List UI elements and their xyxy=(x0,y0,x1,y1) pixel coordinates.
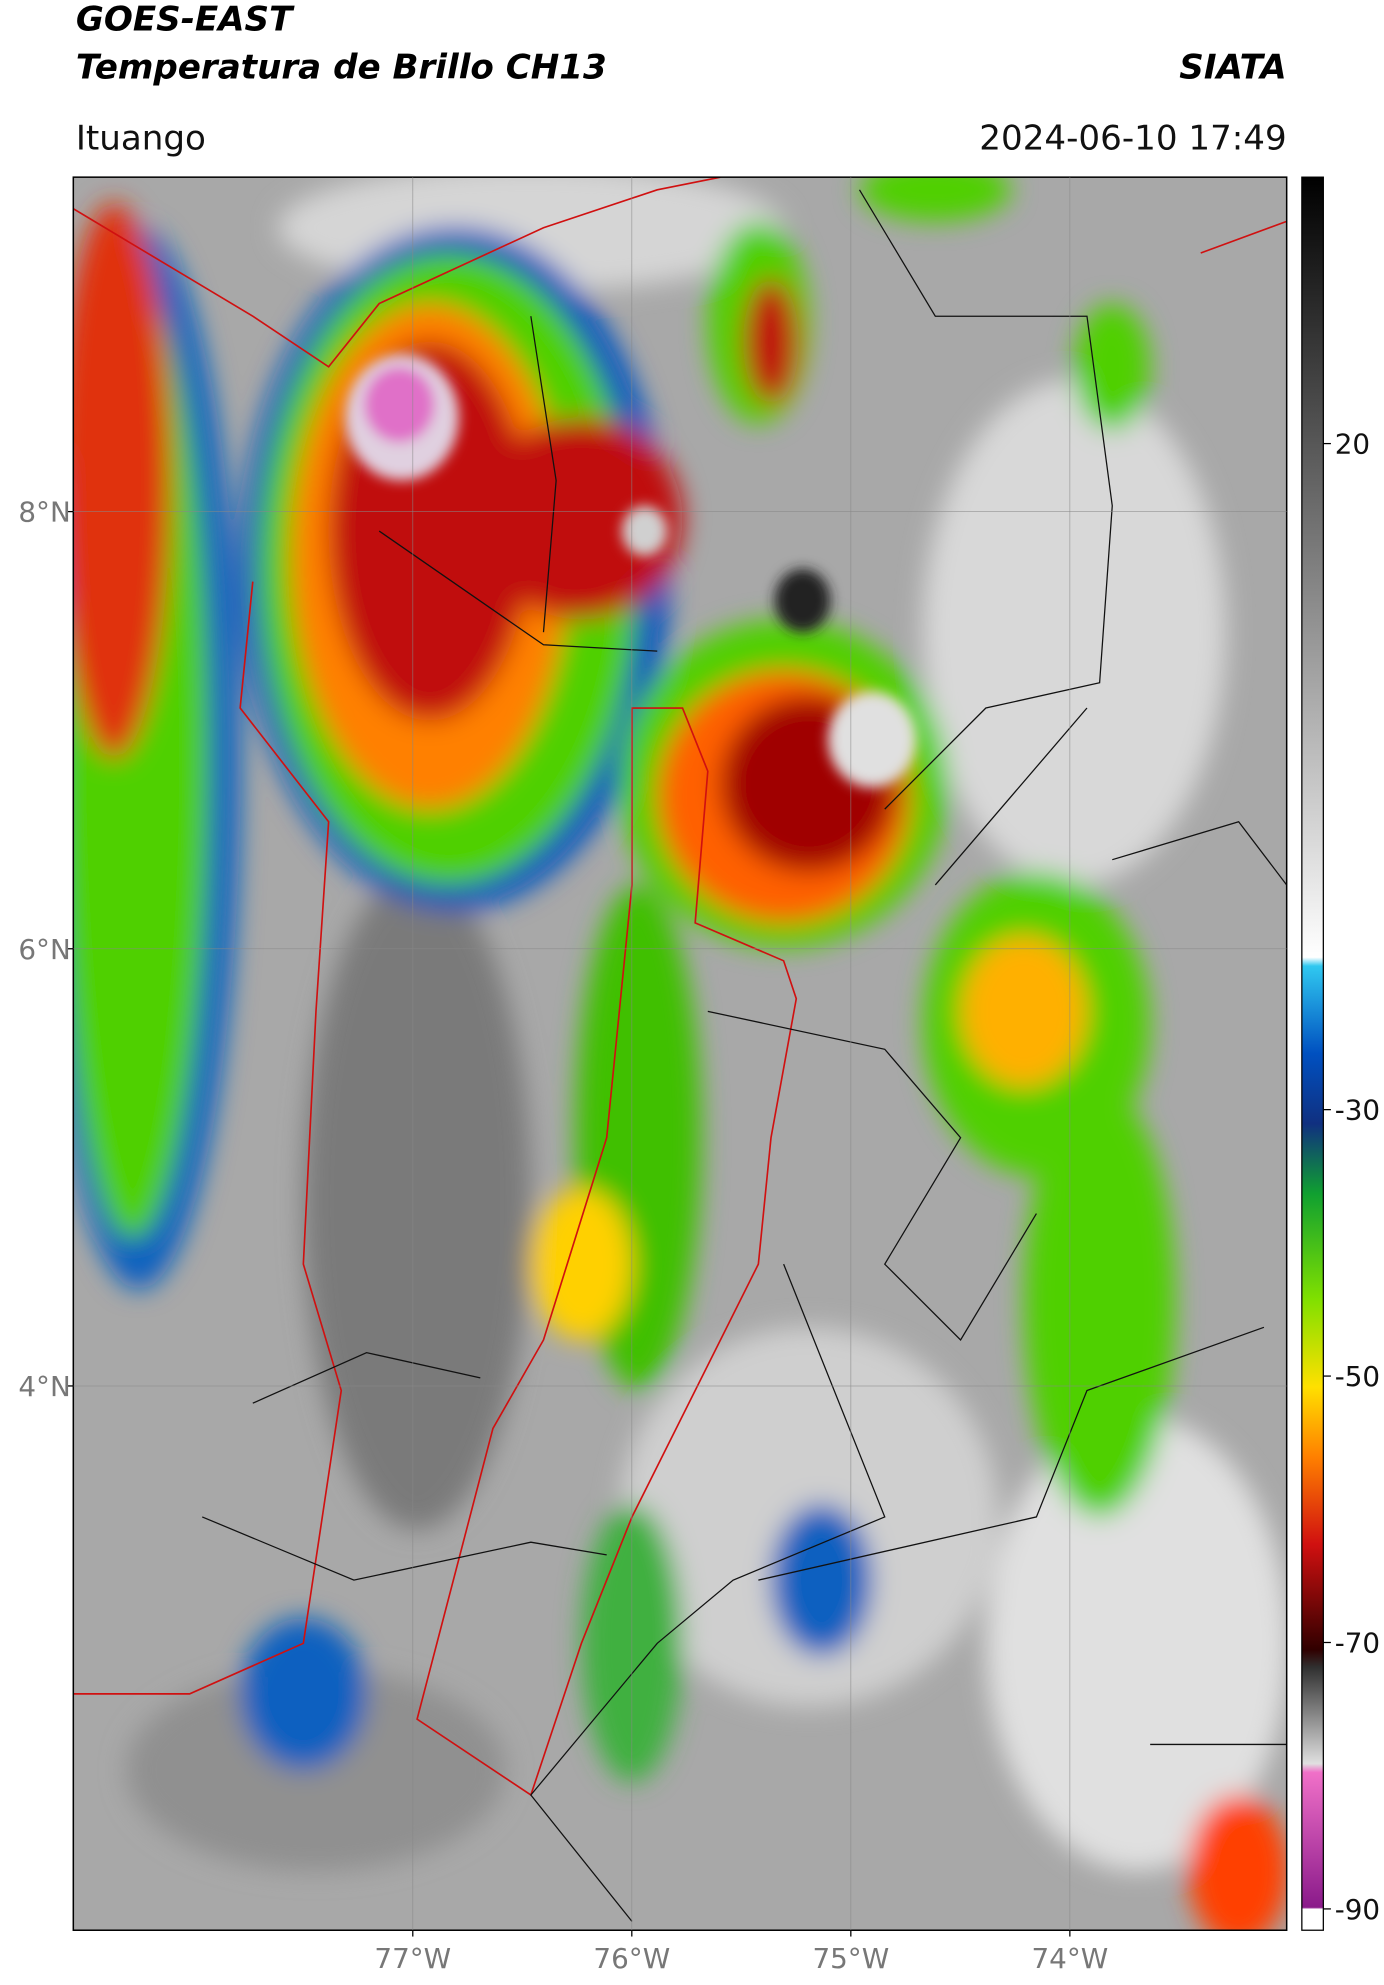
colorbar-tick-label: -30 xyxy=(1335,1094,1380,1127)
colorbar-tick-label: -50 xyxy=(1335,1360,1380,1393)
lat-tick-label: 4°N xyxy=(18,1370,70,1403)
satellite-image xyxy=(73,177,1287,1931)
region: Ituango xyxy=(76,118,206,158)
lon-tick-label: 75°W xyxy=(812,1942,889,1975)
colorbar-tick-label: 20 xyxy=(1335,428,1370,461)
timestamp: 2024-06-10 17:49 xyxy=(979,118,1286,158)
colorbar xyxy=(1301,176,1324,1931)
colorbar-tick-label: -70 xyxy=(1335,1627,1380,1660)
lon-tick-label: 74°W xyxy=(1031,1942,1108,1975)
lon-tick-label: 77°W xyxy=(374,1942,451,1975)
colorbar-tick-label: -90 xyxy=(1335,1893,1380,1926)
agency: SIATA xyxy=(1179,48,1286,88)
map-frame xyxy=(72,176,1288,1931)
lon-tick-label: 76°W xyxy=(593,1942,670,1975)
title: GOES-EAST xyxy=(76,0,295,40)
subtitle: Temperatura de Brillo CH13 xyxy=(76,48,607,88)
lat-tick-label: 8°N xyxy=(18,496,70,529)
lat-tick-label: 6°N xyxy=(18,933,70,966)
